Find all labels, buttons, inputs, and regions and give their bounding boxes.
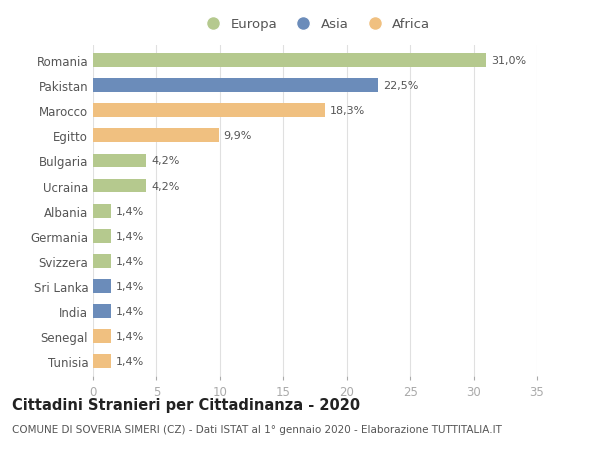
Bar [93,104,325,118]
Bar [93,254,111,268]
Bar [93,304,111,318]
Bar [93,280,111,293]
Bar [93,330,111,343]
Bar [93,154,146,168]
Bar [93,230,111,243]
Text: 1,4%: 1,4% [116,331,144,341]
Bar [93,54,486,68]
Bar [93,129,218,143]
Bar [93,354,111,368]
Bar [93,79,379,93]
Legend: Europa, Asia, Africa: Europa, Asia, Africa [194,13,436,36]
Text: 1,4%: 1,4% [116,281,144,291]
Bar [93,179,146,193]
Text: 31,0%: 31,0% [491,56,526,66]
Text: 1,4%: 1,4% [116,231,144,241]
Text: COMUNE DI SOVERIA SIMERI (CZ) - Dati ISTAT al 1° gennaio 2020 - Elaborazione TUT: COMUNE DI SOVERIA SIMERI (CZ) - Dati IST… [12,425,502,435]
Text: 9,9%: 9,9% [224,131,252,141]
Text: 4,2%: 4,2% [151,156,180,166]
Text: 1,4%: 1,4% [116,256,144,266]
Bar [93,204,111,218]
Text: 1,4%: 1,4% [116,306,144,316]
Text: 22,5%: 22,5% [383,81,419,91]
Text: 1,4%: 1,4% [116,206,144,216]
Text: 18,3%: 18,3% [330,106,365,116]
Text: 4,2%: 4,2% [151,181,180,191]
Text: 1,4%: 1,4% [116,356,144,366]
Text: Cittadini Stranieri per Cittadinanza - 2020: Cittadini Stranieri per Cittadinanza - 2… [12,397,360,412]
